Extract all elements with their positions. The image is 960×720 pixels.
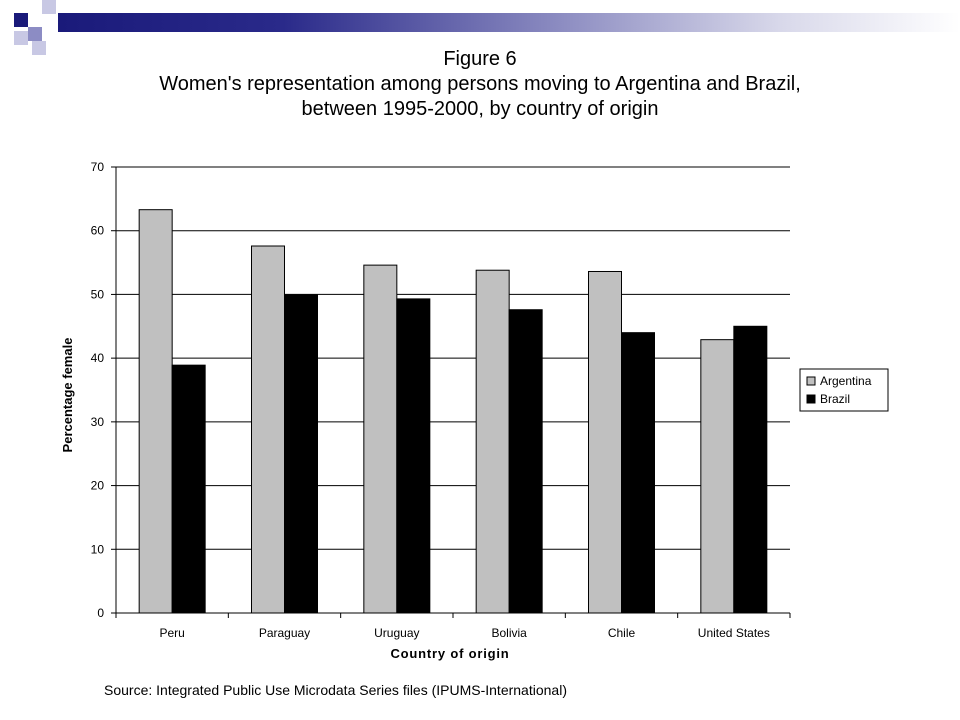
bar-argentina-bolivia — [475, 269, 510, 614]
bar-brazil-peru — [171, 364, 206, 614]
x-tick-label: United States — [698, 626, 770, 640]
bar-brazil-paraguay — [284, 294, 318, 614]
x-tick-label: Uruguay — [374, 626, 419, 640]
title-line-1: Women's representation among persons mov… — [159, 73, 801, 95]
bar-brazil-united-states — [733, 325, 768, 614]
y-tick-label: 10 — [91, 542, 105, 556]
banner-square-dark — [14, 13, 28, 27]
banner-gradient-bar — [58, 13, 960, 32]
y-tick-label: 30 — [91, 415, 105, 429]
x-tick-label: Bolivia — [491, 626, 527, 640]
source-note: Source: Integrated Public Use Microdata … — [104, 682, 567, 698]
bar-chart: 0 10 20 30 40 50 60 70 Peru Paraguay Uruguay Boliv… — [60, 160, 889, 661]
bar-argentina-united-states — [700, 339, 735, 614]
x-tick-label: Paraguay — [259, 626, 310, 640]
gridlines — [116, 166, 790, 550]
y-tick-label: 50 — [91, 287, 105, 301]
bar-argentina-paraguay — [251, 245, 285, 614]
y-tick-label: 70 — [91, 160, 105, 174]
y-tick-label: 20 — [91, 479, 105, 493]
bar-argentina-uruguay — [363, 264, 398, 614]
x-tick-label: Chile — [608, 626, 636, 640]
legend-swatch-argentina — [806, 376, 816, 386]
slide-title: Figure 6 Women's representation among pe… — [40, 47, 920, 122]
y-tick-label: 60 — [91, 224, 105, 238]
slide-header-banner — [0, 0, 960, 60]
banner-square-mid — [28, 27, 42, 41]
banner-square-pale-2 — [32, 41, 46, 55]
banner-square-pale — [14, 31, 28, 45]
bar-brazil-bolivia — [508, 309, 543, 614]
y-tick-labels: 0 10 20 30 40 50 60 70 — [91, 160, 105, 620]
figure-label: Figure 6 — [443, 48, 517, 70]
title-line-2: between 1995-2000, by country of origin — [301, 98, 659, 120]
bar-argentina-chile — [588, 270, 622, 614]
legend-label-brazil: Brazil — [820, 392, 850, 406]
legend-swatch-brazil — [806, 394, 816, 404]
bar-brazil-chile — [621, 332, 655, 614]
legend-label-argentina: Argentina — [820, 374, 872, 388]
x-tick-labels: Peru Paraguay Uruguay Bolivia Chile United St… — [159, 626, 769, 640]
legend: Argentina Brazil — [799, 368, 889, 412]
bar-argentina-peru — [138, 209, 173, 614]
bars — [138, 209, 768, 614]
banner-square-light — [42, 0, 56, 14]
x-axis-label: Country of origin — [390, 646, 509, 661]
axes — [111, 166, 791, 618]
y-tick-label: 40 — [91, 351, 105, 365]
x-tick-label: Peru — [159, 626, 184, 640]
legend-box — [799, 368, 889, 412]
bar-brazil-uruguay — [396, 298, 431, 614]
y-axis-label: Percentage female — [60, 338, 75, 453]
y-tick-label: 0 — [97, 606, 104, 620]
